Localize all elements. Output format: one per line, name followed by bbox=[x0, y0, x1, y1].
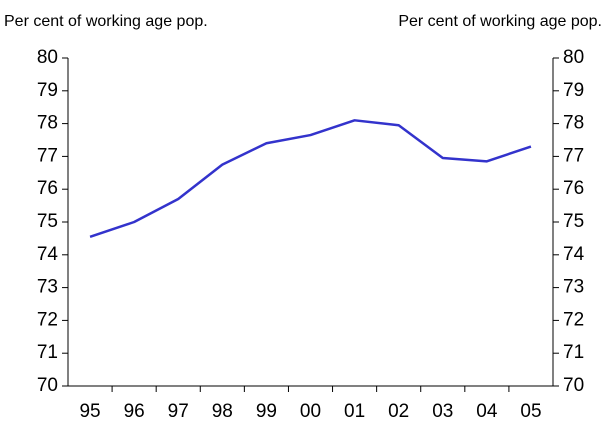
y-tick-label: 76 bbox=[37, 178, 58, 199]
y2-tick-label: 80 bbox=[563, 47, 584, 68]
x-tick-label: 95 bbox=[79, 401, 100, 422]
y2-tick-label: 70 bbox=[563, 375, 584, 396]
y2-tick-label: 74 bbox=[563, 244, 585, 265]
y-tick-label: 72 bbox=[37, 309, 58, 330]
x-tick-label: 02 bbox=[388, 401, 409, 422]
y-tick-label: 75 bbox=[37, 211, 58, 232]
y-tick-label: 73 bbox=[37, 277, 58, 298]
y2-tick-label: 72 bbox=[563, 309, 584, 330]
y2-tick-label: 79 bbox=[563, 80, 584, 101]
x-tick-label: 00 bbox=[300, 401, 321, 422]
y-axis-label: Per cent of working age pop. bbox=[4, 13, 208, 30]
x-tick-label: 04 bbox=[476, 401, 498, 422]
y2-tick-label: 73 bbox=[563, 277, 584, 298]
y2-tick-label: 77 bbox=[563, 145, 584, 166]
y2-tick-label: 71 bbox=[563, 342, 584, 363]
y2-tick-label: 75 bbox=[563, 211, 584, 232]
data-line bbox=[89, 119, 532, 238]
y-tick-label: 78 bbox=[37, 113, 58, 134]
y-tick-label: 74 bbox=[37, 244, 59, 265]
y2-axis-label: Per cent of working age pop. bbox=[398, 13, 602, 30]
y-tick-label: 70 bbox=[37, 375, 58, 396]
y-tick-label: 71 bbox=[37, 342, 58, 363]
x-tick-label: 01 bbox=[344, 401, 365, 422]
x-tick-label: 98 bbox=[212, 401, 233, 422]
x-tick-label: 03 bbox=[432, 401, 453, 422]
y-tick-label: 80 bbox=[37, 47, 58, 68]
y-tick-label: 79 bbox=[37, 80, 58, 101]
y2-tick-label: 78 bbox=[563, 113, 584, 134]
x-tick-label: 96 bbox=[124, 401, 145, 422]
y-tick-label: 77 bbox=[37, 145, 58, 166]
x-tick-label: 05 bbox=[520, 401, 541, 422]
x-tick-label: 97 bbox=[168, 401, 189, 422]
y2-tick-label: 76 bbox=[563, 178, 584, 199]
x-tick-label: 99 bbox=[256, 401, 277, 422]
